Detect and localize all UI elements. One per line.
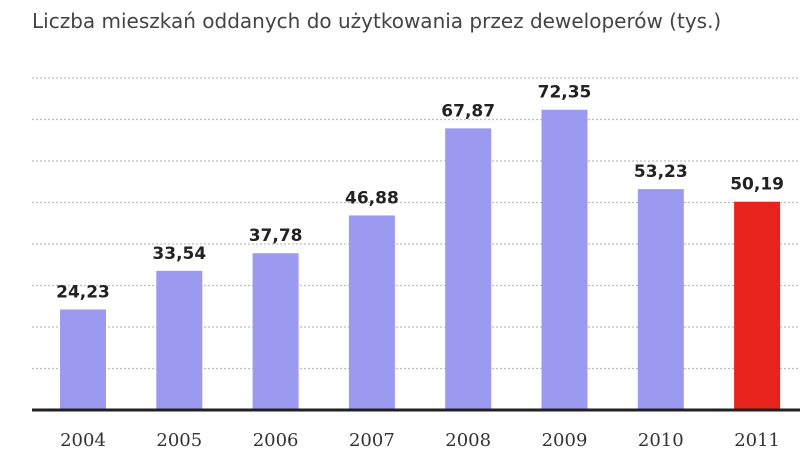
value-label-2006: 37,78 — [249, 226, 303, 246]
x-tick-2010: 2010 — [638, 430, 684, 451]
x-tick-2005: 2005 — [156, 430, 202, 451]
value-label-2009: 72,35 — [538, 83, 592, 103]
bar-2004 — [60, 309, 106, 410]
x-tick-2007: 2007 — [349, 430, 395, 451]
bars — [60, 109, 781, 411]
bar-2009 — [541, 109, 588, 410]
x-tick-2009: 2009 — [542, 430, 588, 451]
value-labels: 24,23 33,54 37,78 46,88 67,87 72,35 53,23 50,19 — [56, 83, 784, 303]
bar-2007 — [348, 215, 395, 410]
x-tick-2011: 2011 — [734, 430, 780, 451]
value-label-2004: 24,23 — [56, 282, 110, 302]
bar-2005 — [156, 270, 203, 410]
value-label-2007: 46,88 — [345, 188, 399, 208]
bar-2006 — [252, 253, 299, 410]
value-label-2005: 33,54 — [152, 244, 206, 264]
value-label-2010: 53,23 — [634, 162, 688, 182]
value-label-2011: 50,19 — [730, 175, 784, 195]
gridlines — [32, 77, 800, 370]
bar-2011 — [734, 201, 781, 410]
bar-2008 — [445, 128, 492, 411]
x-tick-2004: 2004 — [60, 430, 106, 451]
chart-title: Liczba mieszkań oddanych do użytkowania … — [32, 9, 722, 33]
x-tick-2008: 2008 — [445, 430, 491, 451]
x-tick-2006: 2006 — [253, 430, 299, 451]
value-label-2008: 67,87 — [441, 101, 495, 121]
x-tick-labels: 2004 2005 2006 2007 2008 2009 2010 2011 — [60, 430, 780, 451]
bar-2010 — [637, 189, 684, 410]
